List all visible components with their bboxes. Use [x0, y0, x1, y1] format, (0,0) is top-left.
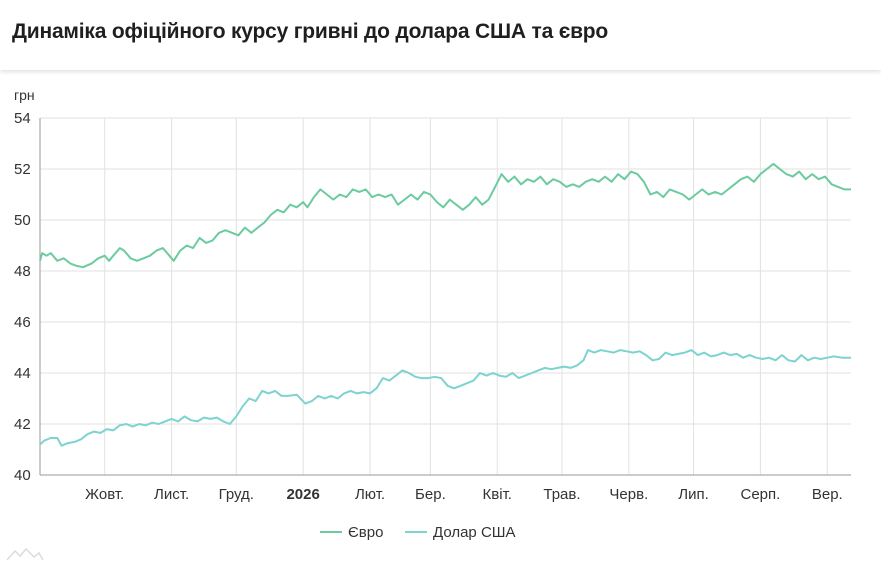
y-tick-label: 42 [14, 416, 31, 433]
y-axis-unit: грн [14, 87, 35, 103]
mountain-logo-icon [6, 547, 44, 561]
x-tick-label: Лют. [355, 486, 385, 503]
series-line-0 [39, 162, 851, 269]
y-tick-label: 48 [14, 263, 31, 280]
legend-label: Євро [348, 524, 383, 541]
series-line-1 [39, 349, 851, 447]
chart-legend[interactable]: Євро Долар США [320, 524, 516, 541]
y-tick-label: 54 [14, 110, 31, 127]
x-tick-label: Жовт. [85, 486, 124, 503]
y-tick-label: 50 [14, 212, 31, 229]
page-title: Динаміка офіційного курсу гривні до дола… [12, 20, 609, 43]
y-tick-label: 40 [14, 467, 31, 484]
legend-item-1[interactable]: Долар США [405, 524, 516, 541]
chart-grid [40, 117, 851, 476]
x-tick-label: 2026 [286, 486, 319, 503]
legend-label: Долар США [433, 524, 516, 541]
chart-series [39, 162, 851, 447]
x-tick-label: Вер. [812, 486, 843, 503]
x-tick-label: Квіт. [483, 486, 512, 503]
y-tick-label: 46 [14, 314, 31, 331]
x-tick-label: Груд. [219, 486, 254, 503]
legend-item-0[interactable]: Євро [320, 524, 383, 541]
chart-header: Динаміка офіційного курсу гривні до дола… [0, 0, 881, 70]
x-tick-label: Серп. [741, 486, 781, 503]
x-tick-label: Лип. [678, 486, 709, 503]
x-tick-label: Черв. [609, 486, 648, 503]
y-tick-label: 44 [14, 365, 31, 382]
x-tick-label: Трав. [543, 486, 580, 503]
y-tick-label: 52 [14, 161, 31, 178]
chart-axes: 40 42 44 46 48 50 52 54 Жовт. Лист. Груд. 2026 Лют. Б… [14, 87, 851, 503]
x-tick-label: Бер. [415, 486, 446, 503]
x-tick-label: Лист. [154, 486, 189, 503]
